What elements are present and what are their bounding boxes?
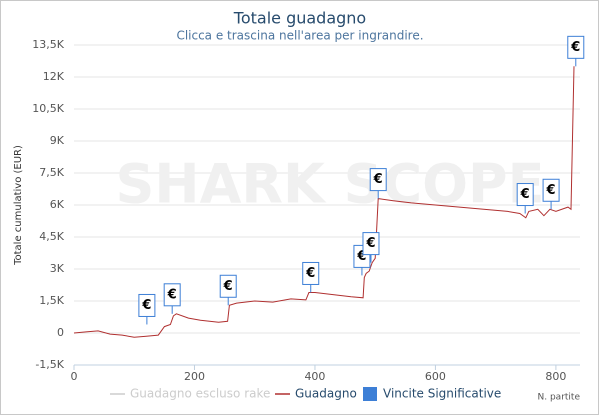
y-tick-label: 0 — [57, 326, 64, 339]
flag: € — [369, 168, 387, 199]
x-tick-label: 400 — [304, 370, 325, 383]
flag-label: € — [373, 172, 383, 187]
flag-label: € — [223, 279, 233, 294]
legend-label: Guadagno — [295, 387, 357, 401]
y-tick-label: 10,5K — [32, 102, 64, 115]
flag-box — [138, 293, 156, 317]
flag-box — [369, 168, 387, 192]
flag-label: € — [167, 287, 177, 302]
flag: € — [163, 283, 181, 314]
data-line — [73, 66, 575, 338]
flag: € — [219, 274, 237, 306]
flag-label: € — [546, 183, 556, 198]
flag: € — [302, 261, 320, 293]
x-tick-label: 0 — [71, 370, 78, 383]
y-tick-label: 3K — [50, 262, 65, 275]
flag-label: € — [305, 266, 315, 281]
flag: € — [138, 293, 156, 325]
flag-label: € — [141, 298, 151, 313]
chart-subtitle: Clicca e trascina nell'area per ingrandi… — [176, 29, 423, 43]
y-axis-title: Totale cumulativo (EUR) — [13, 145, 24, 266]
y-tick-label: 4,5K — [39, 230, 64, 243]
watermark: SHARK SCOPE — [116, 153, 545, 216]
y-tick-label: -1,5K — [35, 358, 64, 371]
y-tick-label: 13,5K — [32, 38, 64, 51]
chart-title: Totale guadagno — [233, 9, 366, 28]
x-tick-label: 800 — [545, 370, 566, 383]
flag-label: € — [356, 249, 366, 264]
legend-swatch — [363, 387, 377, 401]
flag-box — [567, 35, 585, 59]
flag-label: € — [365, 236, 375, 251]
flag-box — [219, 274, 237, 298]
flag-box — [542, 178, 560, 202]
flag-box — [163, 283, 181, 307]
x-tick-label: 600 — [425, 370, 446, 383]
y-tick-label: 6K — [50, 198, 65, 211]
legend-label: Vincite Significative — [383, 387, 501, 401]
flag: € — [516, 183, 534, 214]
x-tick-label: 200 — [184, 370, 205, 383]
y-tick-label: 12K — [43, 70, 65, 83]
y-tick-label: 7,5K — [39, 166, 64, 179]
flag-box — [362, 232, 380, 256]
flag-box — [302, 261, 320, 285]
legend-label: Guadagno escluso rake — [130, 387, 270, 401]
flag: € — [542, 178, 560, 210]
x-axis-title: N. partite — [538, 393, 581, 403]
flag: € — [362, 232, 380, 263]
flag: € — [567, 35, 585, 67]
y-tick-label: 9K — [50, 134, 65, 147]
flag-label: € — [570, 40, 580, 55]
flag-label: € — [520, 187, 530, 202]
flag-box — [516, 183, 534, 207]
y-tick-label: 1,5K — [39, 294, 64, 307]
